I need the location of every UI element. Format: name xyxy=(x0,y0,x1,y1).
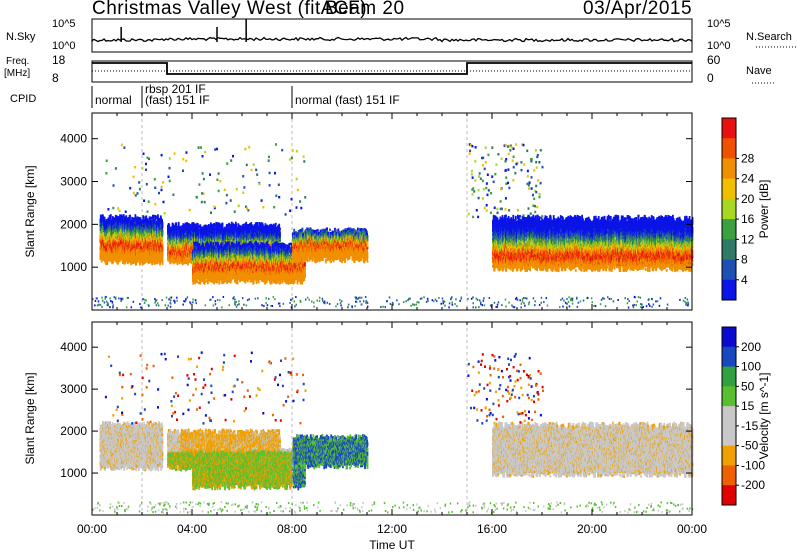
power-cell xyxy=(121,216,123,219)
power-cell xyxy=(131,217,133,220)
freq-tick-top: 18 xyxy=(52,53,66,67)
freq-label-line2: [MHz] xyxy=(4,68,30,79)
cpid-label: CPID xyxy=(10,93,36,105)
radar-summary-plot: Christmas Valley West (fitACF) Beam 20 0… xyxy=(0,0,800,554)
n-sky-series-line xyxy=(92,38,692,43)
power-cell xyxy=(110,214,112,217)
n-search-label: N.Search xyxy=(746,31,792,43)
nave-tick-top: 60 xyxy=(707,53,721,67)
n-sky-label: N.Sky xyxy=(6,31,36,43)
noise-ytick-top: 10^5 xyxy=(52,18,76,30)
power-cell xyxy=(104,217,106,220)
noise-ytick-bottom: 10^0 xyxy=(52,40,76,52)
freq-tick-bottom: 8 xyxy=(52,71,59,85)
power-panel-bg xyxy=(92,113,692,310)
power-cell xyxy=(123,214,125,217)
cpid-segment-text: normal xyxy=(95,93,132,107)
power-cell xyxy=(129,215,131,218)
freq-label-line1: Freq. xyxy=(6,56,29,67)
power-cell xyxy=(116,215,118,218)
power-cell xyxy=(142,215,144,218)
noise-rtick-top: 10^5 xyxy=(707,18,731,30)
power-cell xyxy=(135,214,137,217)
freq-series-line xyxy=(92,63,692,74)
noise-panel-frame xyxy=(92,19,692,52)
nave-tick-bottom: 0 xyxy=(707,71,714,85)
cpid-segment-text: normal (fast) 151 IF xyxy=(295,93,400,107)
power-cell xyxy=(123,217,125,220)
power-cell xyxy=(125,215,127,218)
noise-rtick-bottom: 10^0 xyxy=(707,40,731,52)
nave-label: Nave xyxy=(746,65,772,77)
cpid-segment-text: (fast) 151 IF xyxy=(145,93,210,107)
plot-canvas: N.Sky N.Search 10^5 10^0 10^5 10^0 Freq.[MHz] 1… xyxy=(0,0,800,554)
